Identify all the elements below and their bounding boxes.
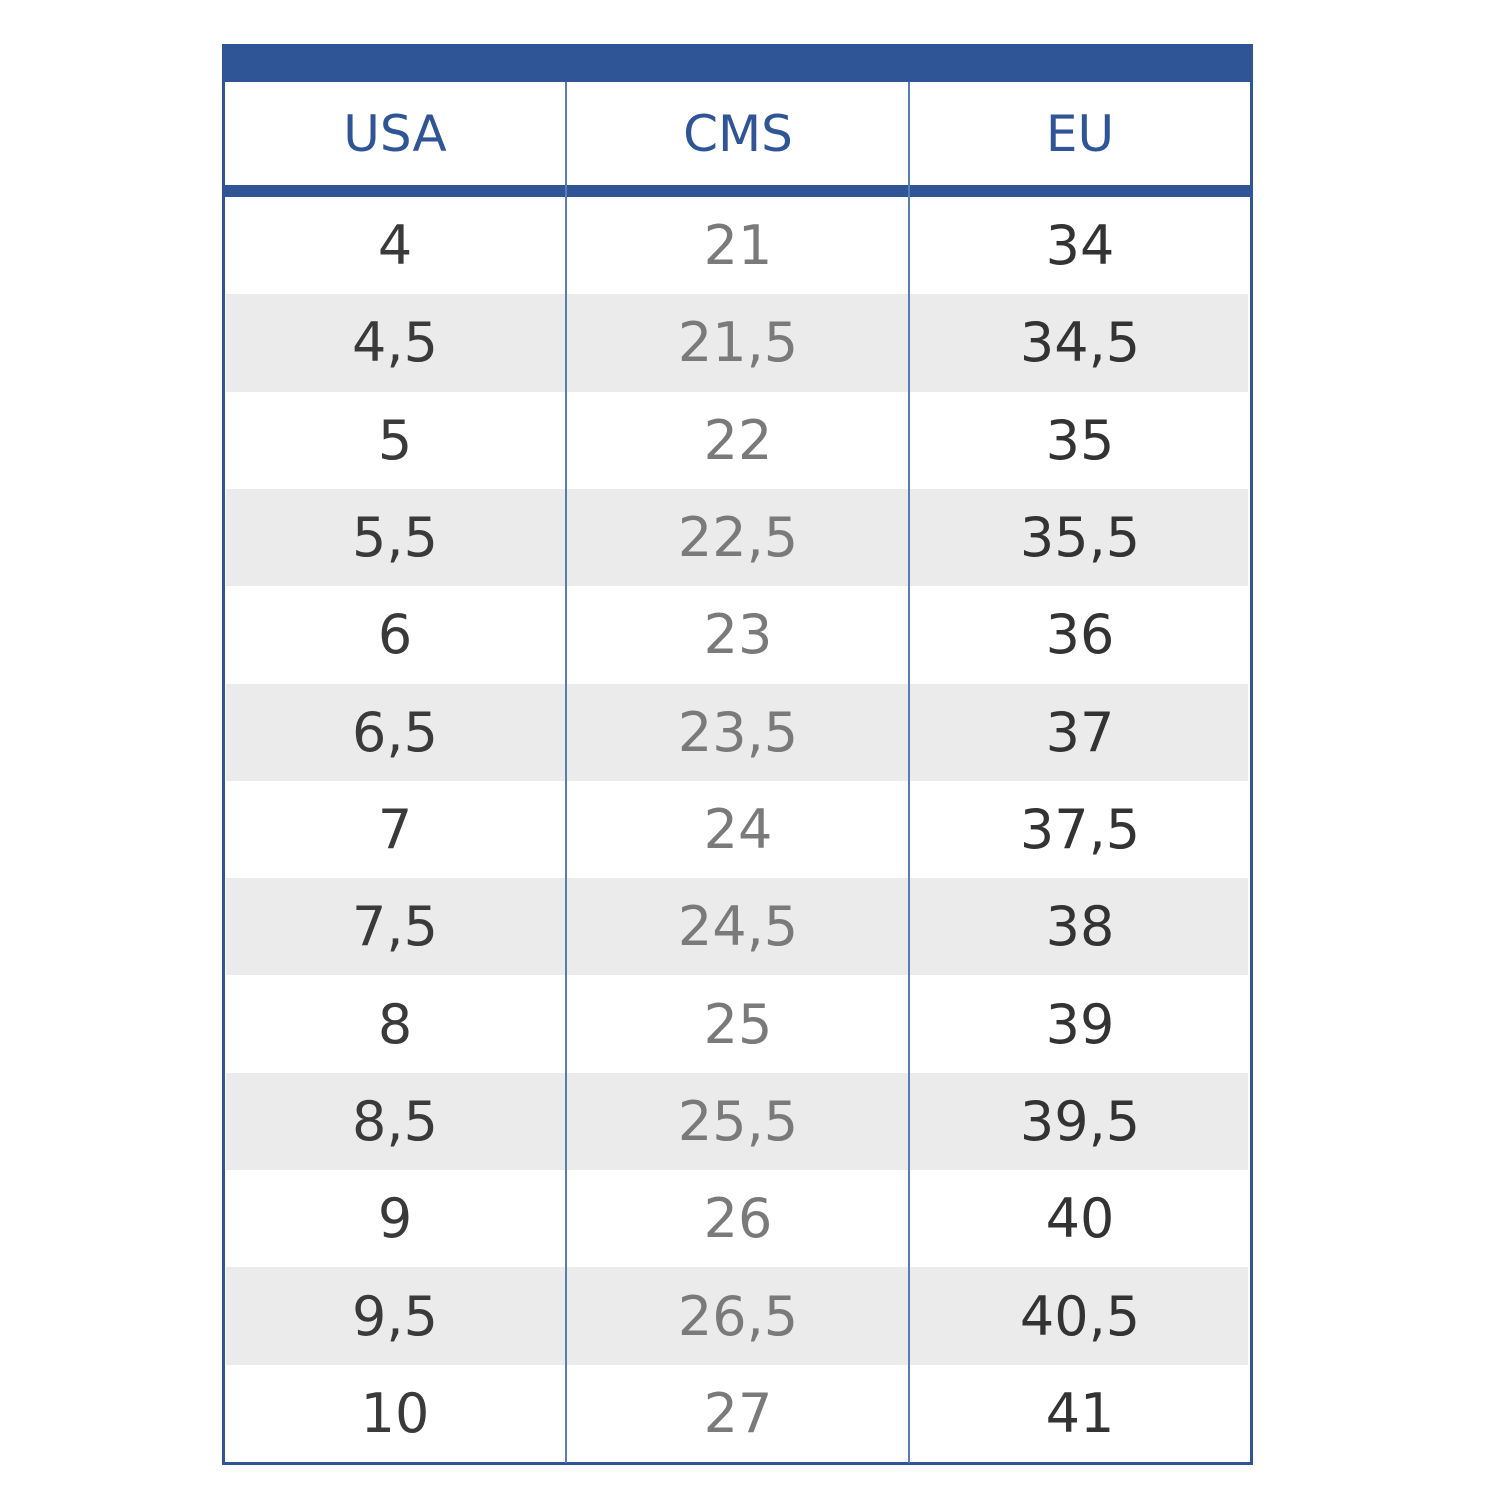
table-cell: 40,5 [1019,1284,1141,1348]
table-cell: 35 [1045,408,1115,472]
table-cell: 6,5 [352,700,438,764]
table-cell: 38 [1045,895,1115,959]
table-cell: 6 [377,603,413,667]
table-cell: 25,5 [677,1089,799,1153]
column-header: CMS [683,104,793,163]
table-cell: 22,5 [677,506,799,570]
table-cell: 21 [703,214,773,278]
row-stripe [226,294,1248,392]
table-cell: 25 [703,992,773,1056]
row-stripe [226,488,1248,587]
row-stripe [226,1072,1248,1171]
table-cell: 9,5 [352,1284,438,1348]
table-cell: 41 [1045,1381,1115,1445]
table-cell: 7 [377,797,413,861]
row-stripe [226,683,1248,781]
table-cell: 26,5 [677,1284,799,1348]
table-cell: 37 [1045,700,1115,764]
row-stripe [226,1267,1248,1365]
table-cell: 21,5 [677,311,799,375]
table-cell: 5,5 [352,506,438,570]
table-cell: 37,5 [1019,797,1141,861]
table-cell: 23 [703,603,773,667]
column-header: EU [1045,104,1115,163]
table-cell: 4 [377,214,413,278]
top-bar [222,44,1253,82]
table-cell: 5 [377,408,413,472]
table-cell: 35,5 [1019,506,1141,570]
column-header: USA [343,104,447,163]
table-cell: 9 [377,1187,413,1251]
table-cell: 26 [703,1187,773,1251]
column-divider [908,82,910,1463]
table-cell: 7,5 [352,895,438,959]
table-cell: 40 [1045,1187,1115,1251]
table-cell: 22 [703,408,773,472]
table-cell: 10 [360,1381,430,1445]
table-cell: 8 [377,992,413,1056]
table-cell: 24 [703,797,773,861]
table-border [222,44,1253,1465]
table-cell: 34 [1045,214,1115,278]
header-separator [222,185,1253,197]
table-cell: 23,5 [677,700,799,764]
table-cell: 8,5 [352,1089,438,1153]
table-cell: 39,5 [1019,1089,1141,1153]
table-cell: 34,5 [1019,311,1141,375]
table-cell: 4,5 [352,311,438,375]
table-cell: 39 [1045,992,1115,1056]
table-cell: 27 [703,1381,773,1445]
table-cell: 24,5 [677,895,799,959]
column-divider [565,82,567,1463]
table-cell: 36 [1045,603,1115,667]
row-stripe [226,878,1248,976]
